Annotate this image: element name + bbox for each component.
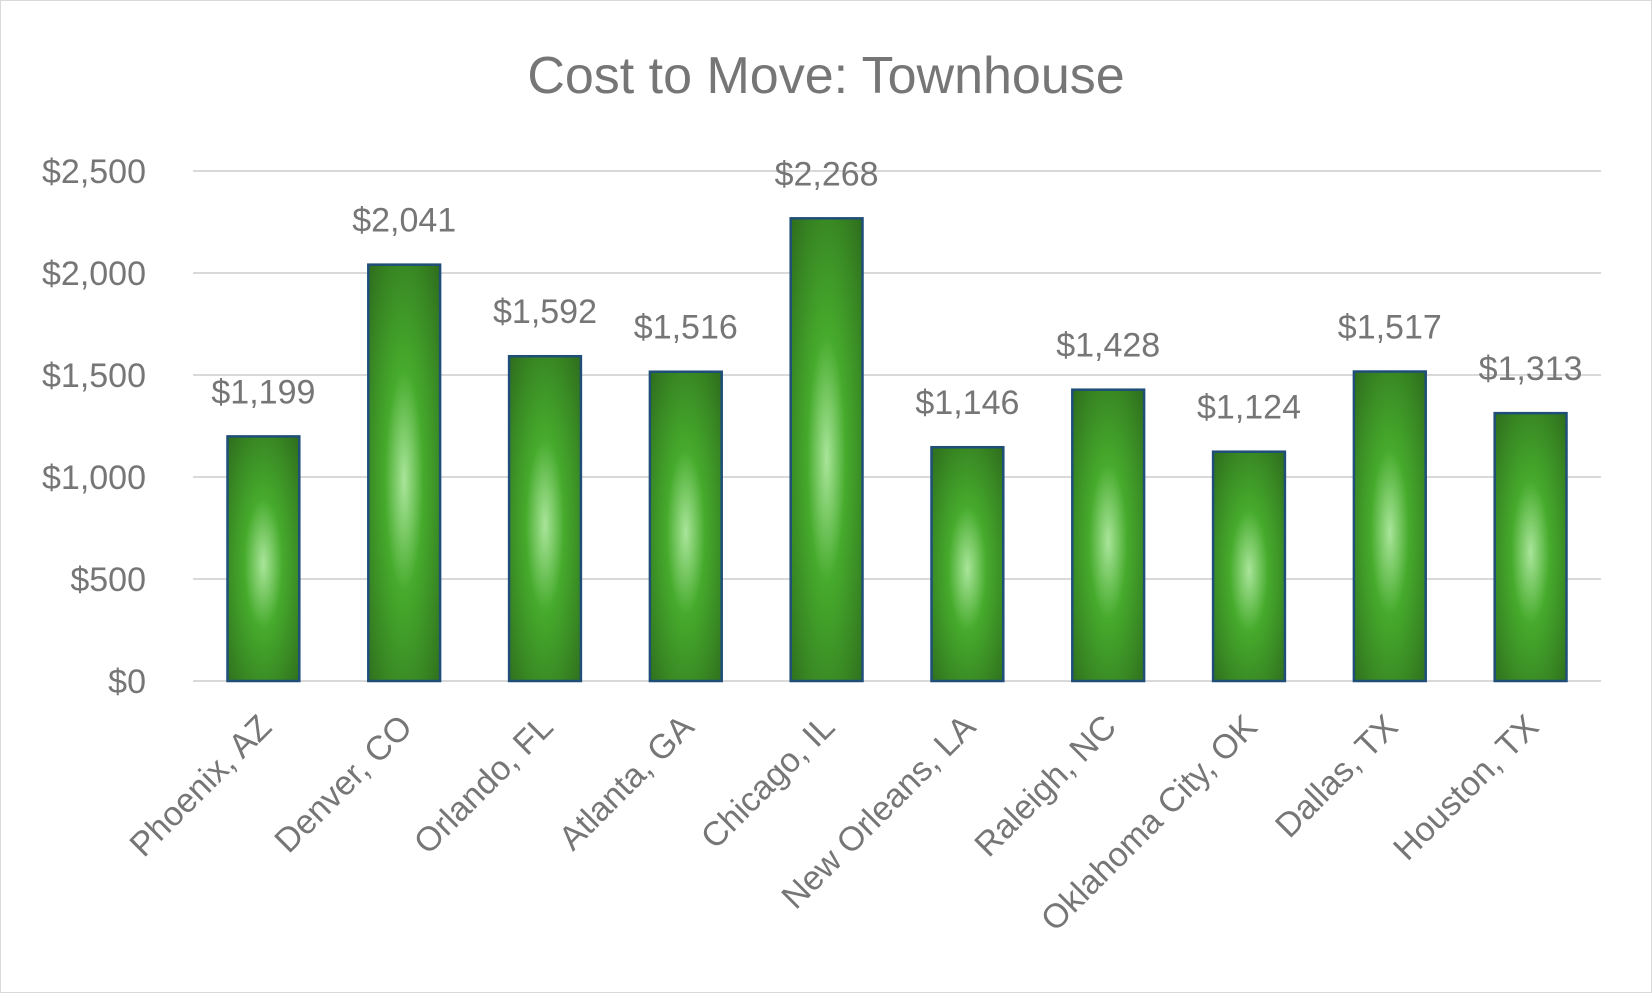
data-label: $1,428 [1056, 327, 1160, 365]
bar [1352, 370, 1427, 683]
data-label: $2,268 [775, 155, 879, 193]
data-label: $1,517 [1338, 309, 1442, 347]
data-labels: $1,199 $2,041 $1,592 $1,516 $2,268 $1,146 $1,4… [211, 155, 1582, 426]
data-label: $1,516 [634, 309, 738, 347]
bar [648, 370, 723, 683]
bar [1493, 411, 1568, 683]
bar [507, 354, 583, 683]
data-label: $1,146 [915, 384, 1019, 422]
y-tick-label: $1,500 [42, 357, 146, 395]
bars [226, 217, 1568, 683]
category-label: Denver, CO [267, 708, 419, 860]
bar [1071, 388, 1146, 683]
data-label: $1,592 [493, 293, 597, 331]
y-tick-label: $2,000 [42, 255, 146, 293]
chart-title: Cost to Move: Townhouse [527, 47, 1124, 105]
category-label: Houston, TX [1386, 708, 1546, 868]
y-tick-label: $1,000 [42, 459, 146, 497]
category-label: Phoenix, AZ [123, 708, 280, 865]
bar [1211, 450, 1287, 683]
category-label: Chicago, IL [694, 708, 842, 856]
data-label: $1,313 [1479, 350, 1583, 388]
y-tick-label: $500 [70, 561, 146, 599]
data-label: $1,124 [1197, 389, 1301, 427]
bar [367, 263, 442, 683]
y-axis-tick-labels: $0 $500 $1,000 $1,500 $2,000 $2,500 [42, 153, 146, 701]
bar [789, 217, 864, 683]
bar [930, 445, 1005, 683]
category-label: Atlanta, GA [552, 708, 702, 858]
data-label: $1,199 [211, 373, 315, 411]
y-tick-label: $0 [108, 663, 146, 701]
data-label: $2,041 [352, 202, 456, 240]
category-label: Orlando, FL [407, 708, 561, 862]
bar [226, 435, 301, 683]
category-label: Raleigh, NC [967, 708, 1123, 864]
y-tick-label: $2,500 [42, 153, 146, 191]
category-label: Dallas, TX [1268, 708, 1405, 845]
